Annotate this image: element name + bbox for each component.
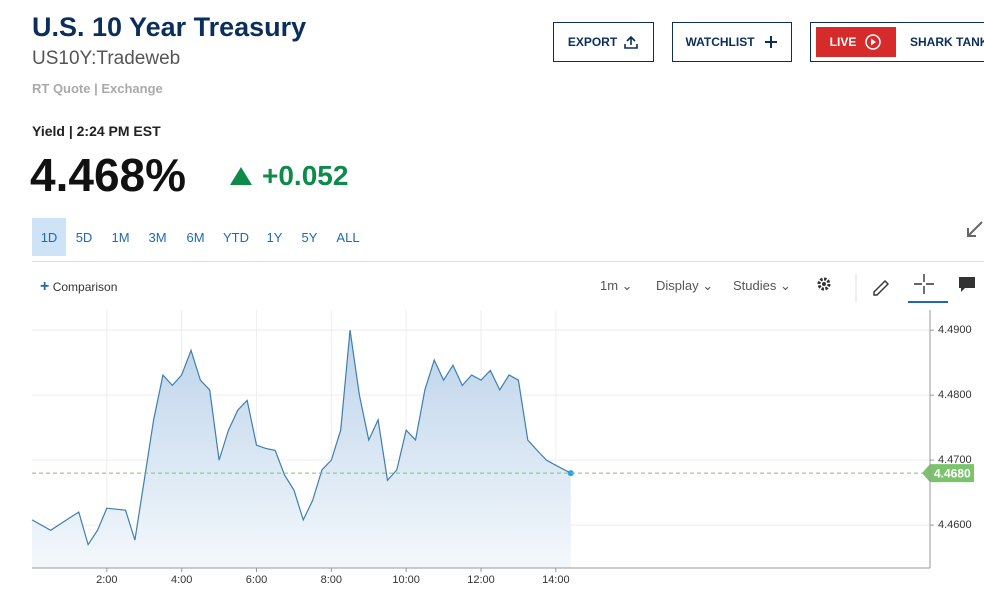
crosshair-icon[interactable]	[914, 274, 934, 294]
line	[31, 330, 572, 547]
quote-label: Yield | 2:24 PM EST	[32, 123, 161, 139]
range-button[interactable]: 5D	[75, 229, 93, 245]
label: EXPORT	[567, 35, 618, 49]
icon	[764, 36, 777, 48]
last-point	[567, 470, 574, 477]
show: SHARK TANK	[910, 35, 984, 49]
x-tick-label: 12:00	[467, 574, 495, 586]
range-button[interactable]: 5Y	[301, 229, 318, 245]
range-button[interactable]: 3M	[148, 229, 167, 245]
range-button[interactable]: 1Y	[266, 229, 283, 245]
studies-menu[interactable]: Studies ⌄	[733, 278, 791, 293]
label: Display	[656, 278, 699, 293]
range-button[interactable]: 1M	[111, 229, 130, 245]
comparison-button[interactable]: + Comparison	[40, 278, 118, 295]
export-button[interactable]: EXPORT	[553, 22, 654, 62]
x-tick-label: 4:00	[171, 574, 192, 586]
range-button[interactable]: 1D	[32, 218, 66, 256]
label: 1m	[600, 278, 619, 293]
price-badge	[922, 464, 974, 483]
tool-icons	[817, 274, 975, 303]
divider	[32, 261, 984, 262]
price-badge-label: 4.4680	[934, 466, 971, 480]
icon	[865, 34, 882, 50]
range-button[interactable]: ALL	[336, 229, 360, 245]
x-tick-label: 6:00	[246, 574, 267, 586]
y-tick-label: 4.4900	[938, 324, 972, 336]
interval-menu[interactable]: 1m ⌄	[600, 278, 633, 293]
title: U.S. 10 Year Treasury	[32, 12, 307, 42]
label: WATCHLIST	[685, 35, 755, 49]
x-tick-label: 10:00	[392, 574, 420, 586]
label: Comparison	[52, 280, 118, 294]
display-menu[interactable]: Display ⌄	[656, 278, 714, 293]
up-arrow	[230, 167, 252, 185]
range-button[interactable]: 6M	[186, 229, 205, 245]
label: LIVE	[829, 35, 857, 49]
area	[32, 330, 571, 568]
price: 4.468%	[30, 149, 187, 201]
y-tick-label: 4.4800	[938, 389, 972, 401]
icon	[624, 35, 638, 49]
comment-icon[interactable]	[959, 277, 975, 292]
live-button[interactable]: LIVE SHARK TANK	[810, 22, 984, 62]
x-tick-label: 2:00	[96, 574, 117, 586]
live-badge: LIVE	[816, 27, 896, 57]
watchlist-button[interactable]: WATCHLIST	[672, 22, 792, 62]
range-button[interactable]: YTD	[223, 229, 249, 245]
draw-icon[interactable]	[873, 280, 889, 296]
change: +0.052	[262, 160, 349, 191]
x-tick-label: 14:00	[542, 574, 570, 586]
symbol: US10Y:Tradeweb	[32, 48, 181, 69]
x-tick-label: 8:00	[321, 574, 342, 586]
quote-type: RT Quote | Exchange	[32, 81, 163, 96]
settings-icon[interactable]	[817, 277, 831, 291]
label: Studies	[733, 278, 777, 293]
chart: 4.4680 2:00 4:00 6:00 8:00 10:00 12:00 14:00 4.4…	[31, 310, 974, 586]
y-tick-label: 4.4700	[938, 454, 972, 466]
expand-icon[interactable]	[964, 218, 984, 244]
y-tick-label: 4.4600	[938, 519, 972, 531]
